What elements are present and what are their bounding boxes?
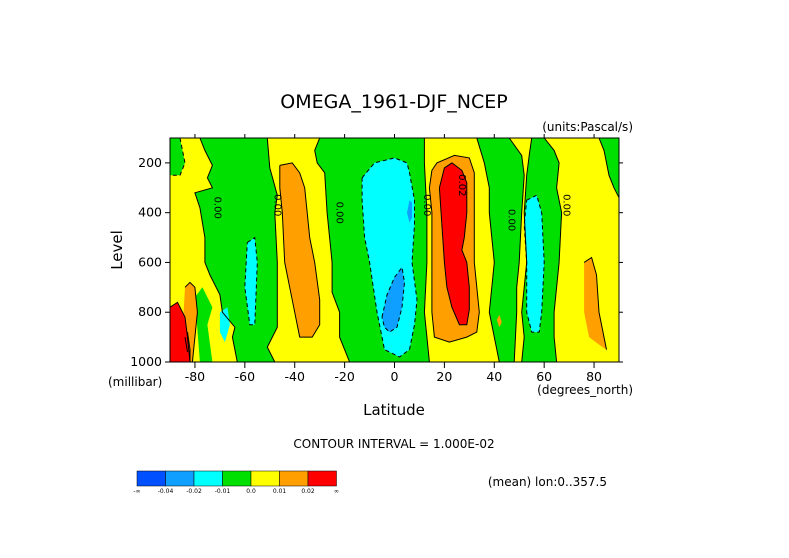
shaded-region-6 — [486, 154, 497, 173]
contour-line-14 — [279, 162, 321, 338]
chart-title: OMEGA_1961-DJF_NCEP — [280, 91, 507, 113]
units-label: (units:Pascal/s) — [542, 120, 633, 134]
colorbar-label-6: 0.02 — [301, 488, 315, 495]
y-tick-label-1: 400 — [138, 205, 162, 220]
shaded-region-10 — [524, 195, 545, 333]
contour-line-4 — [423, 138, 430, 362]
x-unit-label: (degrees_north) — [537, 383, 633, 397]
y-unit-label: (millibar) — [108, 375, 162, 389]
contour-label-5: 0.00 — [506, 209, 517, 231]
shaded-region-7 — [194, 287, 213, 362]
contour-line-7 — [521, 138, 533, 362]
contour-line-21 — [184, 337, 188, 353]
colorbar-swatch-6 — [307, 470, 337, 487]
y-tick-label-2: 600 — [138, 254, 162, 269]
contour-line-3 — [314, 138, 351, 362]
contour-line-10 — [361, 157, 418, 358]
x-tick-label-1: -60 — [235, 369, 255, 384]
colorbar-swatch-2 — [193, 470, 223, 487]
shaded-region-14 — [279, 162, 320, 338]
contour-interval-text: CONTOUR INTERVAL = 1.000E-02 — [293, 437, 494, 451]
contour-label-3: 0.00 — [421, 194, 432, 216]
shaded-region-12 — [382, 267, 405, 333]
shaded-regions — [170, 138, 619, 362]
colorbar-label-4: 0.0 — [246, 488, 256, 495]
shaded-region-1 — [194, 138, 278, 362]
shaded-region-13 — [407, 200, 412, 223]
colorbar-swatch-1 — [165, 470, 195, 487]
contour-line-19 — [583, 256, 607, 350]
contour-line-9 — [598, 138, 619, 198]
shaded-region-11 — [219, 307, 230, 343]
contour-line-6 — [508, 138, 525, 362]
colorbar-swatch-4 — [250, 470, 280, 487]
shaded-region-3 — [476, 138, 525, 362]
contour-line-15 — [428, 154, 480, 343]
x-axis-ticks: -80 -60 -40 -20 0 20 40 60 80 — [185, 134, 602, 384]
shaded-region-5 — [599, 138, 619, 198]
contour-labels: 0.00 0.00 0.00 0.00 0.02 0.00 0.00 — [211, 174, 571, 231]
contour-line-12 — [523, 194, 545, 333]
x-tick-label-4: 0 — [391, 369, 399, 384]
contour-line-18 — [170, 301, 191, 362]
colorbar-swatch-3 — [222, 470, 252, 487]
y-tick-label-4: 1000 — [130, 354, 162, 369]
contour-line-20 — [187, 332, 191, 362]
x-tick-label-7: 60 — [536, 369, 552, 384]
contour-line-11 — [244, 236, 258, 326]
contour-label-6: 0.00 — [561, 194, 572, 216]
x-axis-label: Latitude — [363, 401, 425, 419]
mean-longitude-text: (mean) lon:0..357.5 — [488, 475, 607, 489]
colorbar-label-5: 0.01 — [273, 488, 287, 495]
x-tick-label-3: -20 — [334, 369, 354, 384]
colorbar-label-3: -0.01 — [215, 488, 231, 495]
shaded-region-17 — [584, 257, 607, 350]
colorbar: -∞ -0.04 -0.02 -0.01 0.0 0.01 0.02 ∞ — [133, 470, 339, 495]
colorbar-label-2: -0.02 — [186, 488, 202, 495]
contour-line-16 — [438, 162, 470, 326]
y-tick-label-3: 800 — [138, 304, 162, 319]
x-tick-label-5: 20 — [436, 369, 452, 384]
shaded-region-9 — [244, 237, 258, 325]
x-tick-label-6: 40 — [486, 369, 502, 384]
y-axis-label: Level — [108, 230, 126, 270]
colorbar-swatch-5 — [279, 470, 309, 487]
colorbar-label-7: ∞ — [334, 488, 339, 495]
shaded-region-0 — [170, 138, 185, 176]
shaded-region-8 — [362, 157, 417, 357]
y-axis-ticks: 200 400 600 800 1000 — [130, 155, 623, 369]
colorbar-label-1: -0.04 — [158, 488, 174, 495]
contour-line-13 — [381, 266, 406, 333]
shaded-region-18 — [496, 314, 502, 328]
colorbar-label-0: -∞ — [133, 488, 140, 495]
contour-label-0: 0.00 — [211, 197, 222, 219]
contour-label-2: 0.00 — [334, 202, 345, 224]
x-tick-label-2: -40 — [285, 369, 305, 384]
contour-line-8 — [543, 138, 563, 362]
x-tick-label-8: 80 — [586, 369, 602, 384]
contour-line-1 — [194, 138, 238, 362]
y-tick-label-0: 200 — [138, 155, 162, 170]
contour-label-4: 0.02 — [456, 174, 467, 196]
contour-lines — [170, 138, 619, 362]
colorbar-swatch-0 — [136, 470, 166, 487]
x-tick-label-0: -80 — [185, 369, 205, 384]
contour-line-0 — [170, 138, 186, 176]
contour-line-17 — [184, 281, 198, 362]
contour-line-2 — [266, 138, 278, 362]
contour-label-1: 0.00 — [271, 194, 282, 216]
contour-line-5 — [476, 138, 500, 362]
